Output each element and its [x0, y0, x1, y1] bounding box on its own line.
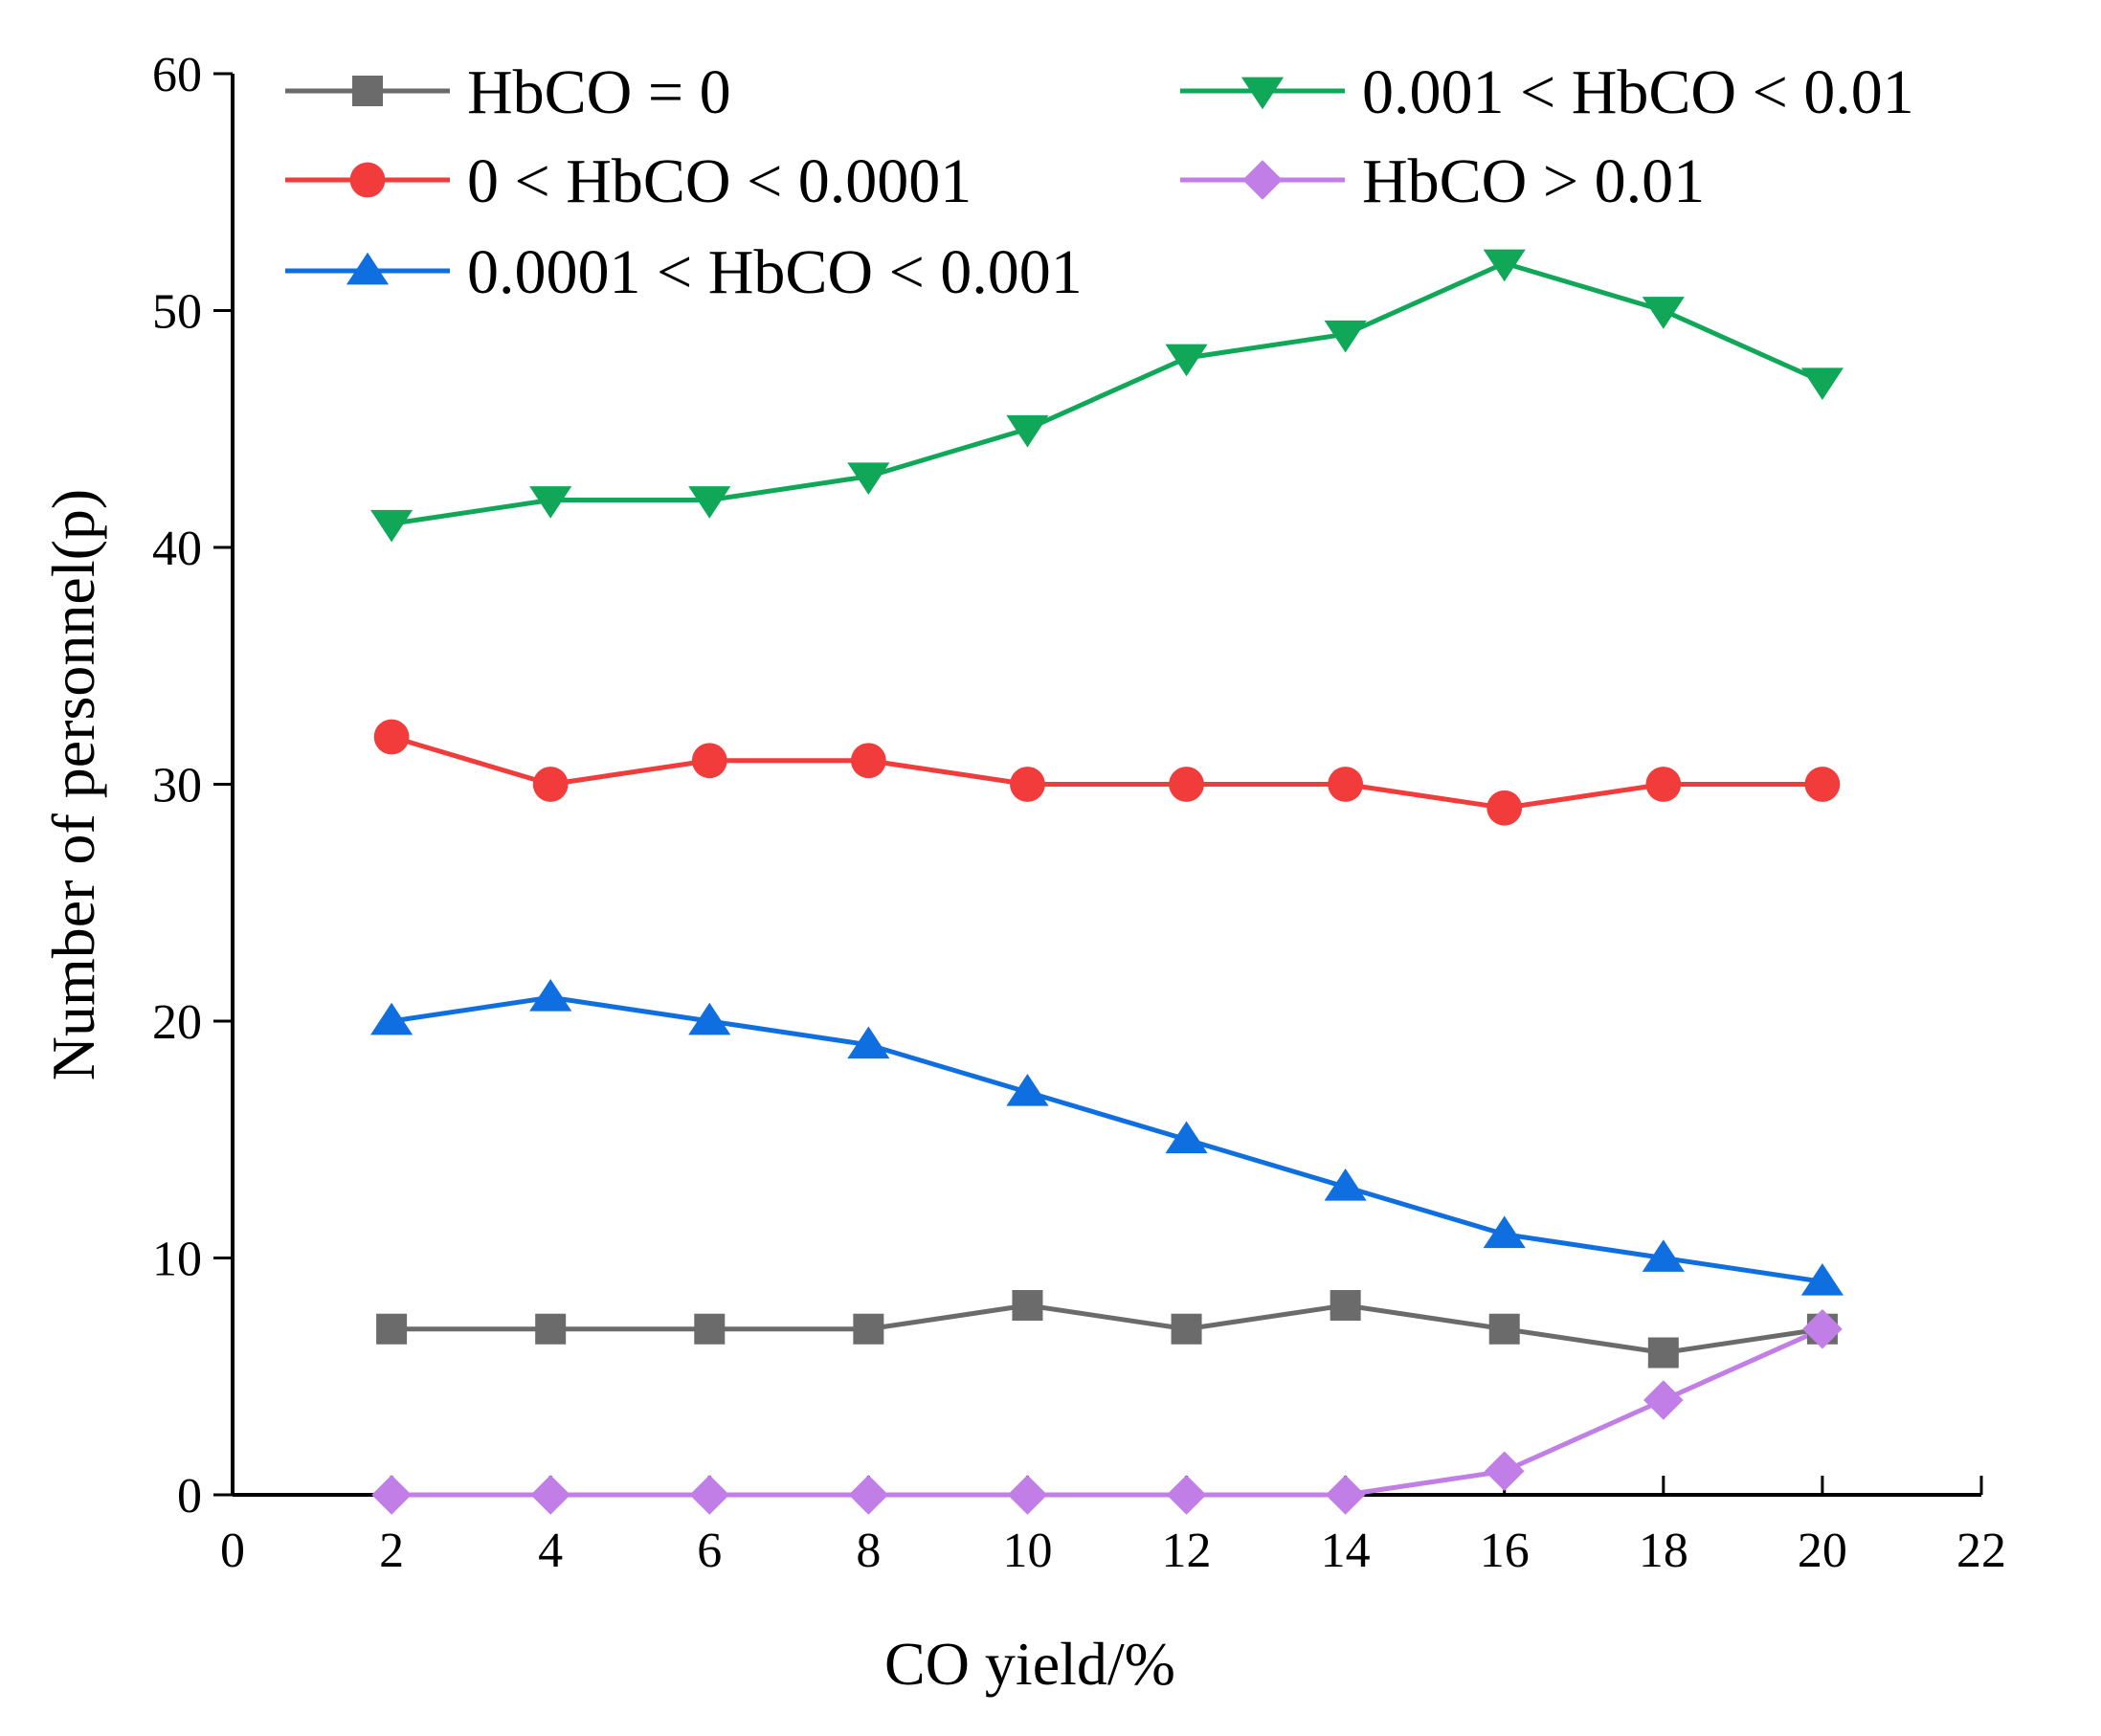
x-tick-label: 16: [1480, 1524, 1530, 1578]
ticks: 0 2 4 6 8 10 12 14 16 18 20 22 0 10 20 30 40 50 60: [152, 48, 2006, 1578]
legend: HbCO = 0 0 < HbCO < 0.0001 0.0001 < HbCO <…: [285, 57, 1914, 307]
legend-marker-hbco-0-01: [1242, 160, 1283, 200]
y-axis-title: Number of personnel(p): [39, 489, 107, 1080]
data-point-0-hbco-0-0001: [1645, 767, 1682, 802]
x-tick-label: 6: [697, 1524, 722, 1578]
legend-label-0-0001-hbco-0-001: 0.0001 < HbCO < 0.001: [467, 237, 1083, 307]
data-point-0-hbco-0-0001: [373, 719, 410, 755]
x-tick-label: 20: [1798, 1524, 1847, 1578]
data-point-0-hbco-0-0001: [1169, 767, 1204, 802]
data-point-hbco-0: [1171, 1313, 1202, 1345]
data-point-0-001-hbco-0-01: [1800, 367, 1844, 400]
data-point-hbco-0-01: [1325, 1475, 1366, 1515]
data-point-hbco-0-01: [530, 1475, 570, 1515]
data-point-0-001-hbco-0-01: [1324, 320, 1367, 353]
data-point-0-0001-hbco-0-001: [1324, 1168, 1367, 1201]
y-tick-label: 30: [152, 759, 202, 813]
legend-marker-0-0001-hbco-0-001: [346, 252, 390, 285]
data-point-hbco-0: [535, 1313, 567, 1345]
legend-label-hbco-0: HbCO = 0: [467, 57, 731, 127]
x-tick-label: 8: [856, 1524, 881, 1578]
data-point-0-hbco-0-0001: [850, 743, 886, 779]
data-point-hbco-0: [1012, 1290, 1043, 1321]
series-line-hbco-0-01: [389, 1326, 1825, 1498]
series-lines: [389, 260, 1825, 1498]
series-line-0-hbco-0-0001: [389, 734, 1825, 811]
x-tick-label: 2: [379, 1524, 404, 1578]
data-point-0-0001-hbco-0-001: [1800, 1263, 1844, 1296]
data-point-hbco-0: [853, 1313, 884, 1345]
y-tick-label: 10: [152, 1233, 202, 1287]
data-point-hbco-0: [1647, 1337, 1679, 1369]
data-point-0-001-hbco-0-01: [529, 486, 572, 519]
y-tick-label: 50: [152, 285, 202, 340]
legend-item-hbco-0-01: HbCO > 0.01: [1180, 146, 1705, 216]
y-tick-label: 60: [152, 48, 202, 102]
data-point-hbco-0-01: [1007, 1475, 1048, 1515]
y-tick-label: 0: [177, 1469, 202, 1524]
legend-item-0-0001-hbco-0-001: 0.0001 < HbCO < 0.001: [285, 237, 1083, 307]
data-point-0-001-hbco-0-01: [1483, 249, 1526, 282]
data-point-0-0001-hbco-0-001: [1483, 1215, 1526, 1249]
data-point-0-hbco-0-0001: [691, 743, 727, 779]
y-tick-label: 20: [152, 995, 202, 1050]
legend-item-0-001-hbco-0-01: 0.001 < HbCO < 0.01: [1180, 57, 1914, 127]
data-point-0-001-hbco-0-01: [688, 486, 731, 519]
legend-marker-0-hbco-0-0001: [349, 162, 386, 198]
data-point-0-001-hbco-0-01: [1642, 297, 1685, 329]
data-point-0-0001-hbco-0-001: [847, 1026, 890, 1059]
series-line-0-0001-hbco-0-001: [389, 994, 1825, 1284]
y-tick-label: 40: [152, 522, 202, 576]
data-point-hbco-0-01: [1166, 1475, 1207, 1515]
x-tick-label: 10: [1002, 1524, 1052, 1578]
data-point-0-001-hbco-0-01: [847, 462, 890, 495]
data-point-hbco-0-01: [371, 1475, 412, 1515]
legend-item-0-hbco-0-0001: 0 < HbCO < 0.0001: [285, 146, 972, 216]
data-point-0-hbco-0-0001: [1010, 767, 1045, 802]
data-point-hbco-0-01: [689, 1475, 730, 1515]
data-point-0-001-hbco-0-01: [1165, 344, 1208, 377]
data-point-hbco-0-01: [1802, 1308, 1843, 1349]
x-tick-label: 0: [220, 1524, 245, 1578]
data-point-0-0001-hbco-0-001: [1642, 1239, 1685, 1272]
data-point-0-0001-hbco-0-001: [1165, 1121, 1208, 1154]
series-line-0-001-hbco-0-01: [389, 260, 1825, 526]
legend-marker-0-001-hbco-0-01: [1240, 77, 1285, 110]
data-point-0-hbco-0-0001: [1328, 767, 1364, 802]
data-point-0-0001-hbco-0-001: [688, 1002, 731, 1035]
x-tick-label: 4: [538, 1524, 563, 1578]
series-line-hbco-0: [389, 1302, 1825, 1355]
data-point-0-hbco-0-0001: [1804, 767, 1841, 802]
x-axis-title: CO yield/%: [884, 1630, 1175, 1698]
legend-label-hbco-0-01: HbCO > 0.01: [1362, 146, 1705, 216]
data-point-hbco-0: [694, 1313, 726, 1345]
data-point-hbco-0-01: [848, 1475, 889, 1515]
series-markers: [370, 249, 1844, 1515]
data-point-0-0001-hbco-0-001: [1006, 1074, 1049, 1106]
data-point-hbco-0-01: [1484, 1451, 1525, 1492]
data-point-0-0001-hbco-0-001: [370, 1002, 413, 1035]
x-tick-label: 22: [1956, 1524, 2006, 1578]
legend-marker-hbco-0: [352, 76, 383, 106]
data-point-hbco-0: [1488, 1313, 1520, 1345]
data-point-hbco-0: [1330, 1290, 1361, 1321]
data-point-0-0001-hbco-0-001: [529, 979, 572, 1012]
data-point-hbco-0-01: [1643, 1380, 1684, 1420]
data-point-0-001-hbco-0-01: [370, 509, 413, 543]
legend-label-0-001-hbco-0-01: 0.001 < HbCO < 0.01: [1362, 57, 1914, 127]
data-point-hbco-0: [376, 1313, 408, 1345]
x-tick-label: 14: [1321, 1524, 1371, 1578]
x-tick-label: 12: [1162, 1524, 1212, 1578]
x-tick-label: 18: [1639, 1524, 1688, 1578]
data-point-0-hbco-0-0001: [532, 767, 569, 802]
legend-item-hbco-0: HbCO = 0: [285, 57, 731, 127]
data-point-0-hbco-0-0001: [1486, 790, 1523, 826]
legend-label-0-hbco-0-0001: 0 < HbCO < 0.0001: [467, 146, 972, 216]
data-point-0-001-hbco-0-01: [1006, 414, 1049, 448]
